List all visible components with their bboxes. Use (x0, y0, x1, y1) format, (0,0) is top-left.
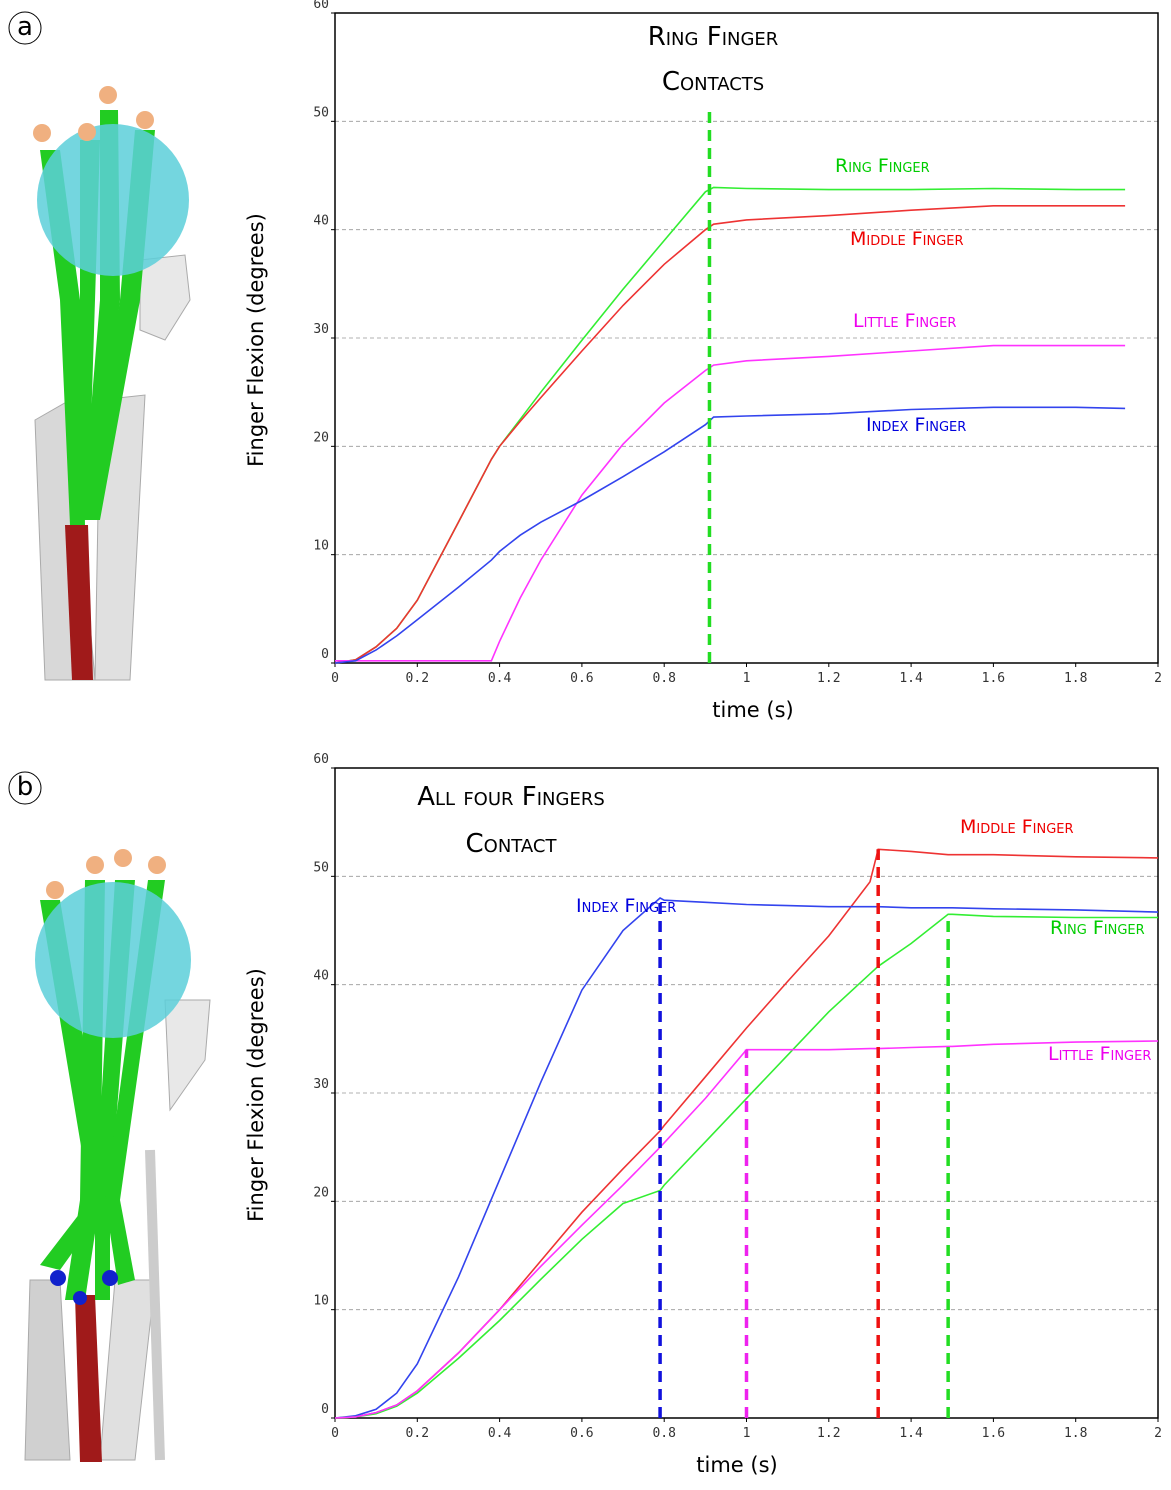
x-tick-label: 1.4 (899, 1426, 923, 1441)
y-tick-label: 10 (313, 1294, 329, 1309)
series-line (334, 205, 1126, 664)
series-label: Middle Finger (960, 816, 1074, 838)
series-line (334, 897, 1159, 1419)
x-tick-label: 0.4 (488, 671, 512, 686)
panel-circle (8, 11, 42, 45)
series-label: Ring Finger (1050, 917, 1145, 939)
annotation: All four Fingers (417, 782, 605, 812)
y-tick-label: 20 (313, 430, 329, 445)
y-tick-label: 30 (313, 1077, 329, 1092)
x-tick-label: 0 (331, 1426, 339, 1441)
series-label: Middle Finger (850, 228, 964, 250)
series-line (334, 1040, 1159, 1419)
series-label: Little Finger (853, 310, 956, 332)
x-tick-label: 0.8 (652, 1426, 675, 1441)
x-tick-label: 1.4 (899, 671, 923, 686)
plot-frame (334, 12, 1159, 664)
y-tick-label: 0 (321, 647, 329, 662)
x-tick-label: 0.4 (488, 1426, 512, 1441)
hand-illustration-a (33, 86, 191, 681)
annotation: Ring Finger (648, 22, 779, 52)
x-tick-label: 0.8 (652, 671, 675, 686)
x-tick-label: 0.2 (406, 671, 429, 686)
series-label: Little Finger (1048, 1043, 1151, 1065)
x-tick-label: 1.8 (1064, 671, 1087, 686)
y-axis-label: Finger Flexion (degrees) (244, 968, 268, 1222)
x-tick-label: 0.6 (570, 1426, 593, 1441)
x-axis-label: time (s) (712, 698, 793, 722)
y-tick-label: 40 (313, 969, 329, 984)
panel-label: b (17, 772, 34, 802)
y-tick-label: 60 (313, 752, 329, 767)
series-line (335, 344, 1126, 662)
series-label: Index Finger (866, 414, 966, 436)
x-tick-label: 1 (743, 1426, 751, 1441)
hand-illustration-b (24, 849, 211, 1462)
annotation: Contact (466, 829, 558, 859)
x-tick-label: 2 (1154, 671, 1162, 686)
series-line (334, 913, 1158, 1419)
x-tick-label: 1.6 (982, 1426, 1005, 1441)
y-tick-label: 50 (313, 105, 329, 120)
y-axis-label: Finger Flexion (degrees) (244, 213, 268, 467)
x-tick-label: 1.6 (982, 671, 1005, 686)
y-tick-label: 30 (313, 322, 329, 337)
y-tick-label: 0 (321, 1402, 329, 1417)
x-tick-label: 0.6 (570, 671, 593, 686)
x-tick-label: 1.2 (817, 1426, 840, 1441)
series-line (334, 406, 1126, 664)
x-tick-label: 1 (743, 671, 751, 686)
annotation: Contacts (662, 67, 764, 97)
x-axis-label: time (s) (696, 1453, 777, 1477)
y-tick-label: 20 (313, 1185, 329, 1200)
x-tick-label: 0 (331, 671, 339, 686)
y-tick-label: 50 (313, 860, 329, 875)
y-tick-label: 10 (313, 539, 329, 554)
series-label: Ring Finger (835, 155, 930, 177)
x-tick-label: 1.2 (817, 671, 840, 686)
y-tick-label: 40 (313, 214, 329, 229)
x-tick-label: 2 (1154, 1426, 1162, 1441)
panel-circle (8, 771, 42, 805)
series-label: Index Finger (576, 895, 676, 917)
panel-label: a (17, 12, 33, 42)
x-tick-label: 0.2 (406, 1426, 429, 1441)
y-tick-label: 60 (313, 0, 329, 12)
x-tick-label: 1.8 (1064, 1426, 1087, 1441)
series-line (334, 848, 1159, 1419)
